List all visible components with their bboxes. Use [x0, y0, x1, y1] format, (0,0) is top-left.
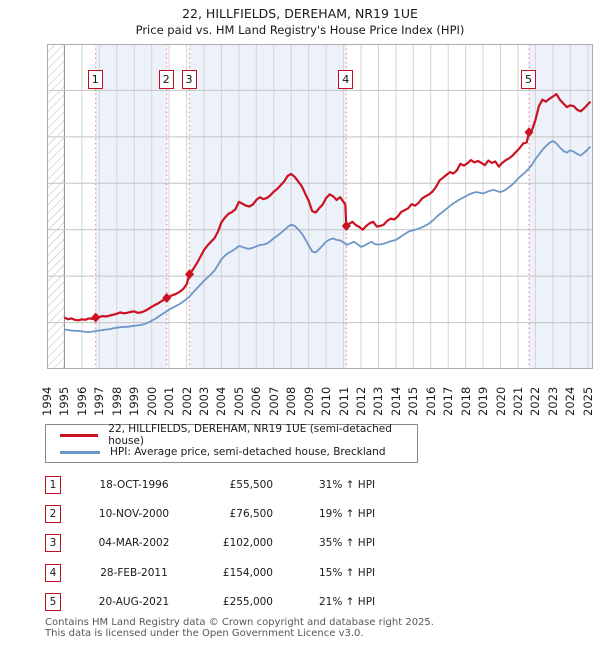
purchase-point-marker: [341, 221, 351, 231]
marker-number-box: 3: [181, 70, 197, 89]
x-axis-label: 2005: [231, 386, 246, 416]
owned-period-band: [95, 44, 167, 369]
legend-property-label: 22, HILLFIELDS, DEREHAM, NR19 1UE (semi-…: [108, 423, 392, 447]
x-axis-label: 2025: [580, 386, 595, 416]
owned-period-band: [189, 44, 347, 369]
row-price: £154,000: [222, 566, 273, 579]
purchase-point-marker: [162, 293, 172, 303]
legend-item-hpi: HPI: Average price, semi-detached house,…: [46, 445, 417, 460]
row-date: 04-MAR-2002: [98, 537, 170, 550]
table-row: 3 04-MAR-2002 £102,000 35% ↑ HPI: [45, 534, 565, 553]
row-number-badge: 4: [45, 563, 61, 582]
x-axis-label: 2021: [510, 386, 525, 416]
x-axis-label: 2019: [476, 386, 491, 416]
price-line-swatch: [60, 433, 99, 437]
row-date: 18-OCT-1996: [99, 478, 169, 491]
row-date: 20-AUG-2021: [98, 596, 170, 609]
marker-number-box: 4: [338, 70, 354, 89]
footer-licence: This data is licensed under the Open Gov…: [45, 628, 364, 639]
x-axis-label: 2008: [284, 386, 299, 416]
x-axis-label: 2004: [214, 386, 229, 416]
x-axis-label: 2003: [196, 386, 211, 416]
footer-copyright: Contains HM Land Registry data © Crown c…: [45, 617, 434, 628]
row-number-badge: 2: [45, 504, 61, 523]
purchase-point-marker: [524, 127, 534, 138]
x-axis-label: 2024: [563, 386, 578, 416]
table-row: 4 28-FEB-2011 £154,000 15% ↑ HPI: [45, 563, 565, 582]
row-number-badge: 3: [45, 534, 61, 553]
hpi-line: [64, 140, 592, 333]
row-date: 10-NOV-2000: [98, 507, 170, 520]
marker-number-box: 5: [521, 70, 536, 89]
row-hpi-premium: 35% ↑ HPI: [319, 537, 376, 550]
x-axis-label: 1995: [57, 386, 72, 416]
x-axis-label: 1997: [92, 386, 107, 416]
x-axis-label: 2010: [319, 386, 334, 416]
row-number-badge: 1: [45, 475, 61, 494]
table-row: 1 18-OCT-1996 £55,500 31% ↑ HPI: [45, 475, 565, 494]
row-number-badge: 5: [45, 593, 61, 612]
purchase-point-marker: [91, 312, 101, 323]
chart-legend: 22, HILLFIELDS, DEREHAM, NR19 1UE (semi-…: [45, 423, 418, 463]
x-axis-label: 2007: [266, 386, 281, 416]
row-hpi-premium: 31% ↑ HPI: [319, 478, 376, 491]
x-axis-label: 2001: [162, 386, 177, 416]
marker-number-box: 2: [158, 70, 174, 89]
row-hpi-premium: 21% ↑ HPI: [319, 596, 376, 609]
x-axis-label: 2014: [388, 386, 403, 416]
purchase-point-marker: [185, 269, 194, 280]
row-price: £255,000: [222, 596, 273, 609]
x-axis-label: 2009: [301, 386, 316, 416]
row-hpi-premium: 15% ↑ HPI: [319, 566, 376, 579]
legend-item-property: 22, HILLFIELDS, DEREHAM, NR19 1UE (semi-…: [46, 423, 417, 447]
x-axis-label: 1998: [109, 386, 124, 416]
x-axis-label: 2020: [493, 386, 508, 416]
x-axis-label: 2017: [441, 386, 456, 416]
row-price: £102,000: [222, 537, 273, 550]
marker-number-box: 1: [87, 70, 103, 89]
legend-hpi-label: HPI: Average price, semi-detached house,…: [110, 446, 386, 458]
x-axis-label: 2002: [179, 386, 194, 416]
x-axis-label: 2006: [249, 386, 264, 416]
x-axis-label: 2000: [144, 386, 159, 416]
row-date: 28-FEB-2011: [100, 566, 168, 579]
row-price: £55,500: [229, 478, 273, 491]
page-subtitle: Price paid vs. HM Land Registry's House …: [135, 23, 465, 37]
pre-1995-hatch: [47, 44, 65, 369]
x-axis-label: 2015: [406, 386, 421, 416]
x-axis-label: 2012: [353, 386, 368, 416]
price-line: [63, 92, 592, 322]
x-axis-label: 1994: [40, 386, 54, 416]
x-axis-label: 1996: [74, 386, 89, 416]
x-axis-label: 2016: [423, 386, 438, 416]
table-row: 2 10-NOV-2000 £76,500 19% ↑ HPI: [45, 504, 565, 523]
x-axis-label: 2018: [458, 386, 473, 416]
x-axis-label: 2023: [545, 386, 560, 416]
x-axis-label: 1999: [127, 386, 142, 416]
row-hpi-premium: 19% ↑ HPI: [319, 507, 376, 520]
x-axis-label: 2011: [336, 386, 351, 416]
x-axis-label: 2022: [528, 386, 543, 416]
row-price: £76,500: [229, 507, 273, 520]
x-axis-label: 2013: [371, 386, 386, 416]
owned-period-band: [529, 44, 593, 369]
page-title: 22, HILLFIELDS, DEREHAM, NR19 1UE: [182, 6, 418, 21]
table-row: 5 20-AUG-2021 £255,000 21% ↑ HPI: [45, 593, 565, 612]
hpi-line-swatch: [60, 450, 100, 454]
